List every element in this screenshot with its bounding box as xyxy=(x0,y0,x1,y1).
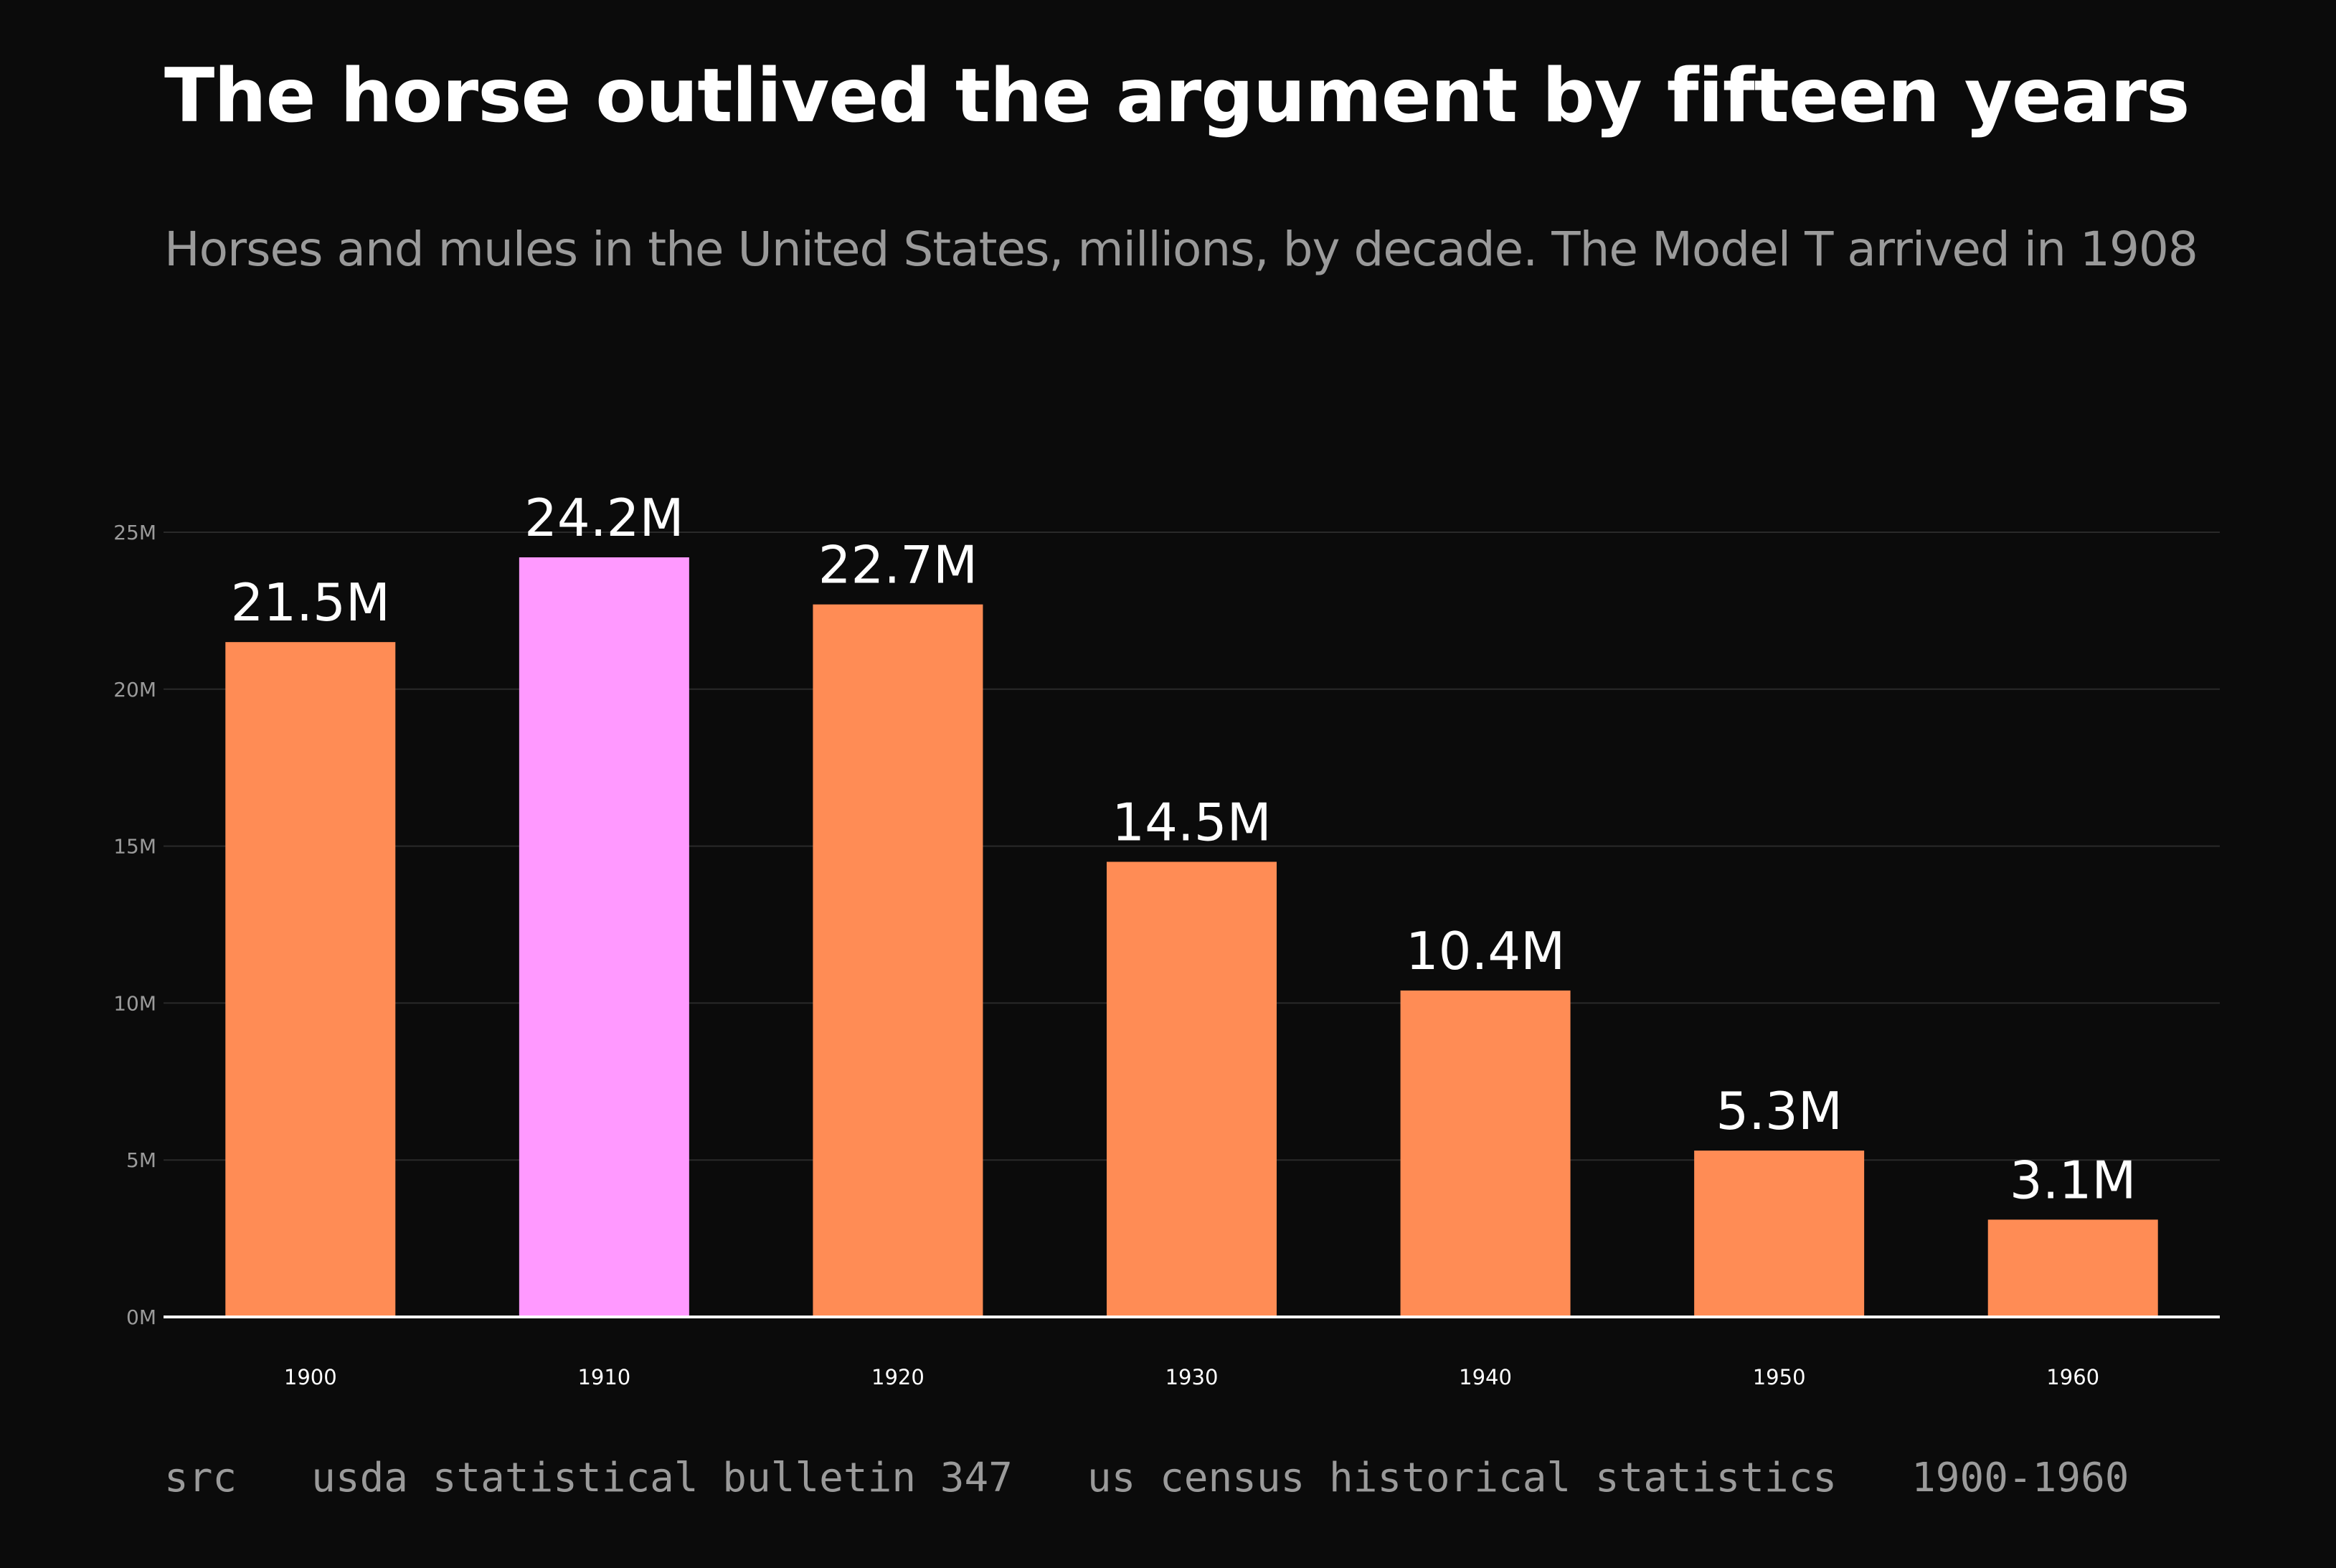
bar-value-label: 14.5M xyxy=(1112,792,1271,852)
bar-value-label: 24.2M xyxy=(524,488,684,548)
bar xyxy=(813,604,983,1317)
y-tick-label: 10M xyxy=(113,991,156,1015)
bars xyxy=(225,557,2158,1317)
bar xyxy=(1694,1151,1865,1317)
y-tick-label: 15M xyxy=(113,835,156,859)
value-labels: 21.5M 24.2M 22.7M 14.5M 10.4M 5.3M 3.1M xyxy=(231,488,2137,1210)
source-part: 1900-1960 xyxy=(1911,1455,2129,1501)
source-key: src xyxy=(164,1455,237,1501)
x-tick-label: 1960 xyxy=(2046,1365,2099,1389)
y-tick-label: 0M xyxy=(126,1305,156,1329)
bar-value-label: 10.4M xyxy=(1406,921,1565,981)
bar xyxy=(1400,990,1571,1317)
x-tick-label: 1930 xyxy=(1165,1365,1219,1389)
bar xyxy=(519,557,689,1317)
y-tick-label: 5M xyxy=(126,1148,156,1172)
bar xyxy=(1987,1219,2158,1317)
bar-value-label: 3.1M xyxy=(2010,1150,2137,1210)
bar-value-label: 22.7M xyxy=(818,535,978,595)
x-tick-label: 1950 xyxy=(1753,1365,1806,1389)
x-axis-ticks: 1900 1910 1920 1930 1940 1950 1960 xyxy=(284,1365,2099,1389)
source-part: us census historical statistics xyxy=(1087,1455,1838,1501)
bar xyxy=(1107,861,1277,1317)
chart-title: The horse outlived the argument by fifte… xyxy=(164,53,2190,139)
bar-value-label: 21.5M xyxy=(231,572,390,633)
x-tick-label: 1920 xyxy=(871,1365,925,1389)
x-tick-label: 1910 xyxy=(577,1365,630,1389)
bar xyxy=(225,642,396,1317)
source-note: src usda statistical bulletin 347 us censu… xyxy=(164,1456,2129,1501)
source-part: usda statistical bulletin 347 xyxy=(311,1455,1013,1501)
chart-subtitle: Horses and mules in the United States, m… xyxy=(164,222,2198,277)
x-tick-label: 1940 xyxy=(1459,1365,1512,1389)
y-tick-label: 20M xyxy=(113,678,156,702)
x-tick-label: 1900 xyxy=(284,1365,337,1389)
y-axis-ticks: 0M 5M 10M 15M 20M 25M xyxy=(113,521,156,1329)
y-tick-label: 25M xyxy=(113,521,156,544)
bar-value-label: 5.3M xyxy=(1716,1081,1843,1141)
